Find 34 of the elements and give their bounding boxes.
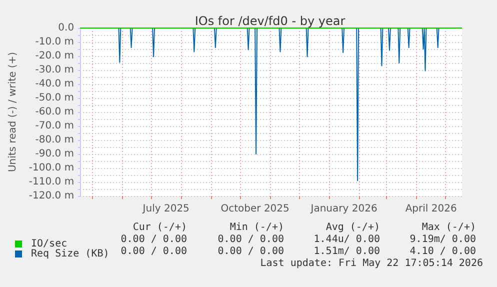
text: Last update: Fri May 22 17:05:14 2026 <box>260 258 483 270</box>
text: Cur (-/+) <box>132 222 187 234</box>
x-tick-label: July 2025 <box>142 204 190 214</box>
y-tick-label: -20.0 m <box>35 50 74 62</box>
text: 1.51m/ 0.00 <box>314 246 380 258</box>
y-tick-label: -100.0 m <box>28 162 74 174</box>
text: 0.00 / 0.00 <box>120 234 187 246</box>
text: Avg (-/+) <box>326 222 380 234</box>
y-tick-label: -60.0 m <box>35 106 74 118</box>
y-tick-label: -50.0 m <box>35 92 74 104</box>
y-tick-label: -40.0 m <box>35 78 74 90</box>
legend-label: IO/sec <box>31 238 68 250</box>
y-tick-label: 0.0 <box>58 22 74 34</box>
y-axis-title: Units read (-) / write (+) <box>8 52 18 172</box>
text: 0.00 / 0.00 <box>218 246 284 258</box>
y-tick-label: -120.0 m <box>28 190 74 202</box>
x-tick-label: October 2025 <box>220 204 290 214</box>
x-tick-label: January 2026 <box>310 204 378 214</box>
legend-label: Req Size (KB) <box>31 248 110 260</box>
text: 0.00 / 0.00 <box>218 234 284 246</box>
text: 1.44u/ 0.00 <box>314 234 380 246</box>
chart-title: IOs for /dev/fd0 - by year <box>194 14 346 28</box>
y-tick-label: -10.0 m <box>35 36 74 48</box>
y-tick-label: -90.0 m <box>35 148 74 160</box>
y-tick-label: -80.0 m <box>35 134 74 146</box>
y-tick-label: -30.0 m <box>35 64 74 76</box>
y-tick-label: -70.0 m <box>35 120 74 132</box>
text: Min (-/+) <box>230 222 284 234</box>
text: 9.19m/ 0.00 <box>410 234 476 246</box>
y-tick-label: -110.0 m <box>28 176 74 188</box>
text: Max (-/+) <box>422 222 476 234</box>
x-tick-label: April 2026 <box>405 204 457 214</box>
text: 0.00 / 0.00 <box>120 246 187 258</box>
text: 4.10 / 0.00 <box>410 246 476 258</box>
